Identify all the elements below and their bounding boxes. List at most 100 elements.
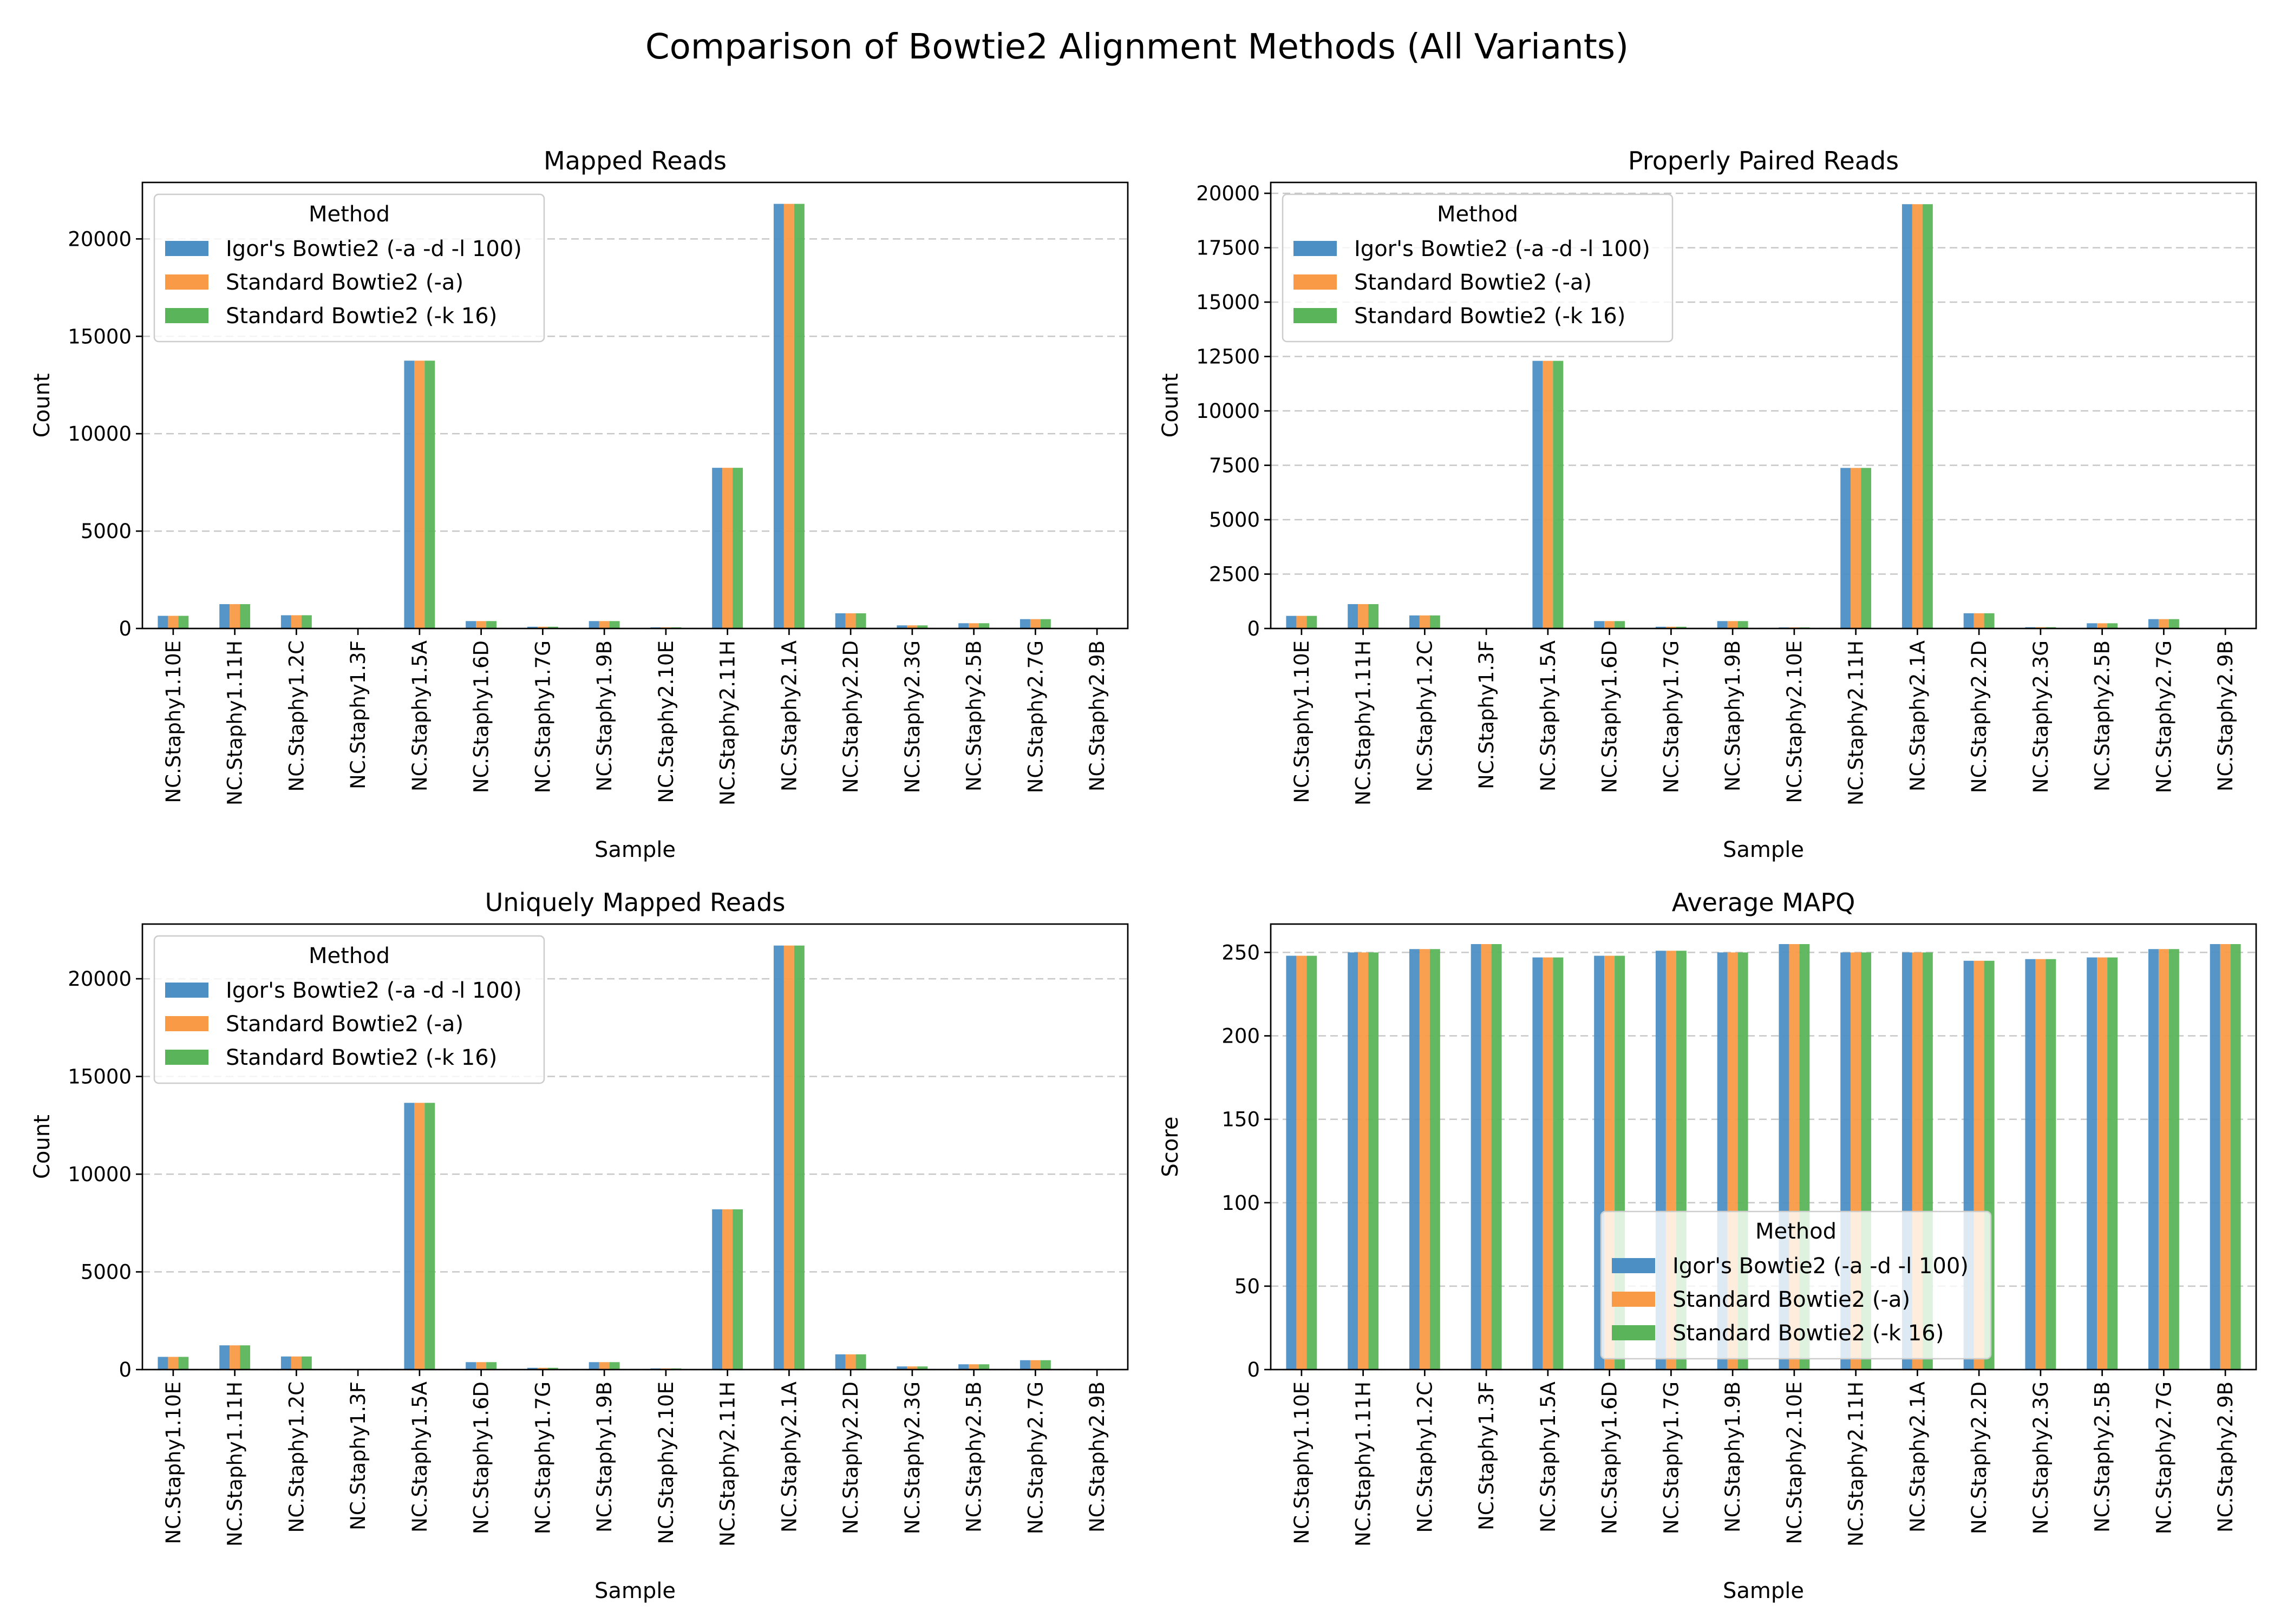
legend-label: Standard Bowtie2 (-k 16) [226, 1045, 497, 1070]
legend-box [153, 935, 545, 1084]
bar [599, 621, 610, 628]
bar [1306, 955, 1317, 1370]
x-tick-label: NC.Staphy1.9B [593, 1381, 616, 1533]
legend-swatch [165, 983, 208, 998]
figure-title: Comparison of Bowtie2 Alignment Methods … [645, 27, 1629, 67]
x-tick-label: NC.Staphy1.6D [470, 640, 493, 793]
y-tick-label: 250 [1221, 941, 1260, 964]
bar [917, 625, 928, 628]
bar [291, 615, 302, 628]
bar [845, 613, 856, 628]
y-axis-label: Score [1158, 1116, 1183, 1177]
y-tick-label: 15000 [68, 325, 132, 348]
legend-swatch [1612, 1292, 1655, 1307]
y-tick-label: 10000 [1196, 400, 1260, 423]
y-tick-label: 10000 [68, 422, 132, 446]
bar [230, 1345, 240, 1370]
bar [1543, 957, 1553, 1370]
bar [1984, 613, 1995, 628]
bar [537, 1367, 548, 1370]
bar [424, 1103, 435, 1370]
bar [1358, 604, 1369, 628]
bar [712, 468, 723, 628]
x-tick-label: NC.Staphy1.3F [1475, 640, 1498, 789]
bar [1409, 949, 1420, 1370]
bar [1419, 615, 1430, 628]
x-tick-label: NC.Staphy1.11H [224, 1381, 247, 1547]
bar [466, 621, 476, 628]
x-tick-label: NC.Staphy2.5B [963, 640, 986, 791]
y-tick-label: 100 [1221, 1191, 1260, 1215]
bar [2148, 949, 2159, 1370]
bar [773, 945, 784, 1370]
y-tick-label: 200 [1221, 1025, 1260, 1048]
bar [1419, 949, 1430, 1370]
bar [845, 1354, 856, 1370]
x-tick-label: NC.Staphy1.6D [1598, 640, 1622, 793]
x-tick-label: NC.Staphy2.5B [2091, 1381, 2114, 1533]
bar [168, 1357, 179, 1370]
bar [2210, 944, 2220, 1370]
bar [1030, 1360, 1041, 1370]
chart-title: Mapped Reads [544, 146, 727, 175]
bar [722, 468, 733, 628]
bar [527, 1367, 538, 1370]
bar [1471, 944, 1481, 1370]
bar [1286, 955, 1297, 1370]
legend-swatch [1293, 308, 1337, 323]
y-tick-label: 50 [1234, 1275, 1260, 1298]
x-tick-label: NC.Staphy2.9B [1086, 1381, 1109, 1533]
bar [414, 361, 425, 628]
legend-label: Standard Bowtie2 (-a) [1354, 270, 1592, 295]
x-tick-label: NC.Staphy1.7G [531, 640, 554, 793]
x-tick-label: NC.Staphy2.9B [2214, 640, 2237, 791]
bar [404, 361, 415, 628]
x-axis-label: Sample [594, 837, 676, 862]
bar [2046, 959, 2056, 1370]
x-tick-label: NC.Staphy1.9B [1721, 640, 1744, 791]
y-tick-label: 20000 [1196, 182, 1260, 205]
x-tick-label: NC.Staphy2.1A [1906, 1381, 1929, 1533]
legend-swatch [1293, 274, 1337, 290]
legend-swatch [165, 274, 208, 290]
bar [2025, 959, 2036, 1370]
bar [476, 1362, 487, 1370]
chart-title: Average MAPQ [1672, 888, 1855, 917]
bar [1030, 619, 1041, 628]
bar [722, 1209, 733, 1370]
bar [527, 626, 538, 628]
bar [1922, 204, 1933, 628]
x-tick-label: NC.Staphy1.2C [285, 1381, 308, 1533]
legend-swatch [1293, 241, 1337, 256]
x-tick-label: NC.Staphy2.9B [1086, 640, 1109, 791]
bar [1615, 621, 1625, 628]
x-tick-label: NC.Staphy1.10E [162, 640, 185, 803]
bar [1912, 204, 1923, 628]
x-tick-label: NC.Staphy1.6D [470, 1381, 493, 1534]
bar [979, 1364, 990, 1370]
bar [1491, 944, 1502, 1370]
x-tick-label: NC.Staphy1.9B [593, 640, 616, 791]
bar [1851, 468, 1861, 628]
x-tick-label: NC.Staphy2.3G [901, 1381, 924, 1534]
y-tick-label: 0 [119, 617, 132, 640]
x-tick-label: NC.Staphy2.7G [1024, 640, 1047, 793]
x-tick-label: NC.Staphy1.10E [1290, 640, 1314, 803]
x-tick-label: NC.Staphy1.3F [347, 640, 370, 789]
x-tick-label: NC.Staphy2.2D [839, 1381, 862, 1534]
bar [1963, 613, 1974, 628]
legend-title: Method [309, 202, 390, 227]
bar [609, 1362, 620, 1370]
bar [712, 1209, 723, 1370]
x-tick-label: NC.Staphy1.11H [1352, 640, 1375, 806]
chart-panel-4: 0 50 100 150 200 250 NC.Staphy1.10E NC.Staphy1.… [1158, 888, 2257, 1603]
x-tick-label: NC.Staphy2.1A [777, 640, 801, 791]
bar [733, 468, 743, 628]
x-tick-label: NC.Staphy2.5B [963, 1381, 986, 1533]
legend: Method Igor's Bowtie2 (-a -d -l 100) Stand… [153, 193, 545, 343]
y-axis-label: Count [30, 374, 55, 438]
bar [230, 604, 240, 628]
bar [2158, 949, 2169, 1370]
bar [158, 1357, 168, 1370]
